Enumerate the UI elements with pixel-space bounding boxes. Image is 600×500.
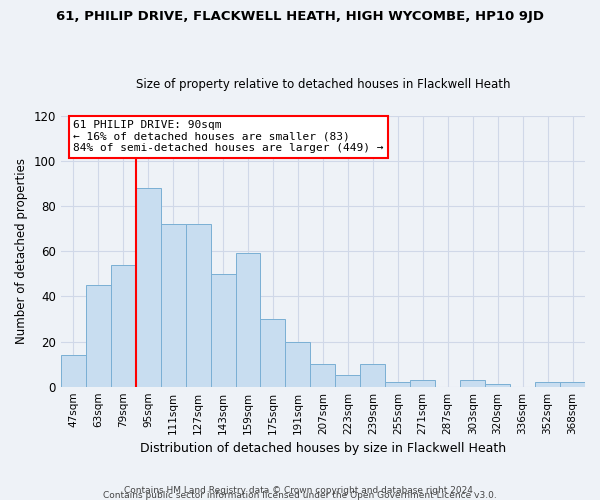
Bar [286, 342, 310, 386]
Bar [560, 382, 585, 386]
X-axis label: Distribution of detached houses by size in Flackwell Heath: Distribution of detached houses by size … [140, 442, 506, 455]
Bar [485, 384, 510, 386]
Text: 61, PHILIP DRIVE, FLACKWELL HEATH, HIGH WYCOMBE, HP10 9JD: 61, PHILIP DRIVE, FLACKWELL HEATH, HIGH … [56, 10, 544, 23]
Bar [136, 188, 161, 386]
Bar [161, 224, 185, 386]
Bar [111, 265, 136, 386]
Bar [236, 254, 260, 386]
Bar [385, 382, 410, 386]
Bar [61, 355, 86, 386]
Title: Size of property relative to detached houses in Flackwell Heath: Size of property relative to detached ho… [136, 78, 510, 91]
Text: Contains HM Land Registry data © Crown copyright and database right 2024.: Contains HM Land Registry data © Crown c… [124, 486, 476, 495]
Bar [361, 364, 385, 386]
Bar [185, 224, 211, 386]
Text: Contains public sector information licensed under the Open Government Licence v3: Contains public sector information licen… [103, 491, 497, 500]
Bar [460, 380, 485, 386]
Text: 61 PHILIP DRIVE: 90sqm
← 16% of detached houses are smaller (83)
84% of semi-det: 61 PHILIP DRIVE: 90sqm ← 16% of detached… [73, 120, 384, 154]
Bar [410, 380, 435, 386]
Bar [86, 285, 111, 386]
Bar [335, 376, 361, 386]
Bar [260, 319, 286, 386]
Y-axis label: Number of detached properties: Number of detached properties [15, 158, 28, 344]
Bar [211, 274, 236, 386]
Bar [310, 364, 335, 386]
Bar [535, 382, 560, 386]
